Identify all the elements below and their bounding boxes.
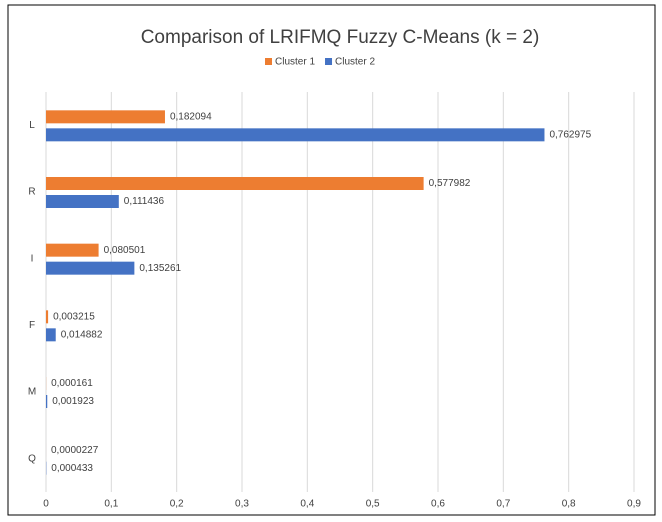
legend-label: Cluster 2 — [335, 57, 375, 68]
x-tick-label: 0,4 — [300, 499, 314, 510]
data-label: 0,577982 — [429, 178, 471, 189]
y-tick-label: M — [28, 387, 36, 398]
x-tick-label: 0,7 — [496, 499, 510, 510]
y-tick-label: Q — [28, 453, 36, 464]
data-label: 0,080501 — [104, 245, 146, 256]
bar — [46, 395, 48, 408]
legend-swatch — [265, 58, 272, 65]
x-tick-label: 0,8 — [562, 499, 576, 510]
bar — [46, 195, 119, 208]
y-tick-label: L — [29, 120, 35, 131]
bar — [46, 243, 99, 257]
y-tick-label: I — [31, 253, 34, 264]
data-label: 0,001923 — [52, 396, 94, 407]
x-tick-label: 0,6 — [431, 499, 445, 510]
x-tick-label: 0,3 — [235, 499, 249, 510]
y-tick-label: R — [28, 187, 35, 198]
data-label: 0,0000227 — [51, 445, 99, 456]
bar — [46, 310, 49, 324]
data-label: 0,111436 — [124, 196, 165, 207]
data-label: 0,014882 — [61, 329, 103, 340]
x-tick-label: 0 — [43, 499, 49, 510]
data-label: 0,135261 — [139, 263, 181, 274]
bar — [46, 177, 424, 190]
y-tick-label: F — [29, 320, 35, 331]
bar — [46, 261, 135, 275]
x-tick-label: 0,2 — [170, 499, 184, 510]
data-label: 0,762975 — [549, 129, 591, 140]
bar — [46, 110, 165, 124]
data-label: 0,182094 — [170, 111, 212, 122]
x-tick-label: 0,5 — [366, 499, 380, 510]
x-tick-label: 0,9 — [627, 499, 641, 510]
data-label: 0,000433 — [51, 463, 93, 474]
bar — [46, 128, 545, 142]
legend-label: Cluster 1 — [275, 57, 315, 68]
data-label: 0,003215 — [53, 311, 95, 322]
data-label: 0,000161 — [51, 378, 93, 389]
chart-border — [7, 4, 656, 516]
chart-title: Comparison of LRIFMQ Fuzzy C-Means (k = … — [141, 27, 540, 48]
legend-swatch — [325, 58, 333, 65]
x-tick-label: 0,1 — [104, 499, 118, 510]
bar — [46, 328, 56, 342]
